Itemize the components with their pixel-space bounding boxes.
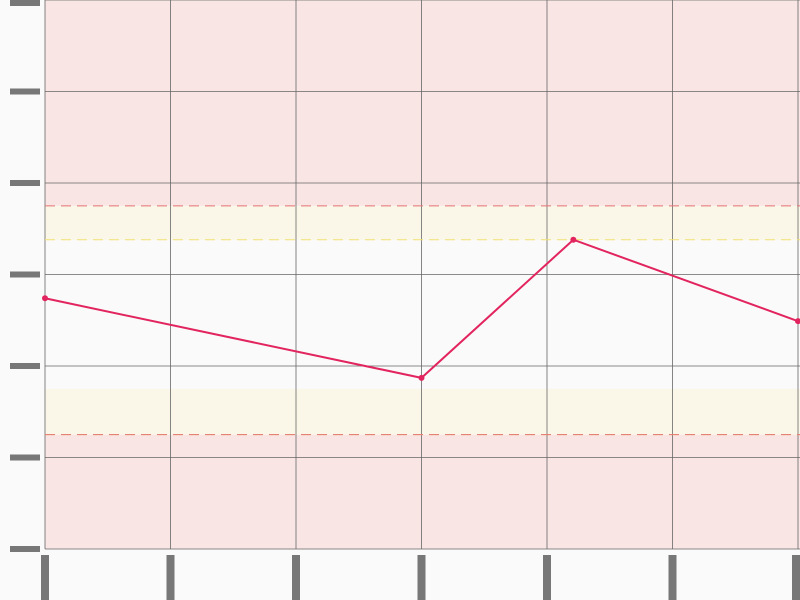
- x-tick: [166, 555, 175, 600]
- data-line: [44, 238, 799, 379]
- data-point: [795, 318, 800, 325]
- y-tick: [10, 546, 40, 552]
- y-tick: [10, 363, 40, 369]
- data-point: [418, 374, 425, 381]
- x-tick: [668, 555, 677, 600]
- x-tick: [292, 555, 300, 600]
- y-tick: [10, 0, 40, 6]
- x-tick: [417, 555, 426, 600]
- y-tick: [10, 454, 40, 461]
- threshold-band: [45, 0, 800, 206]
- threshold-band: [45, 434, 800, 549]
- y-tick: [10, 271, 40, 278]
- x-tick: [41, 555, 49, 600]
- y-tick: [10, 88, 40, 95]
- data-point: [42, 295, 48, 302]
- x-tick: [543, 555, 551, 600]
- threshold-band: [45, 205, 800, 240]
- threshold-band: [45, 388, 800, 435]
- data-point: [570, 236, 577, 243]
- y-tick: [10, 180, 40, 186]
- x-tick: [792, 555, 800, 600]
